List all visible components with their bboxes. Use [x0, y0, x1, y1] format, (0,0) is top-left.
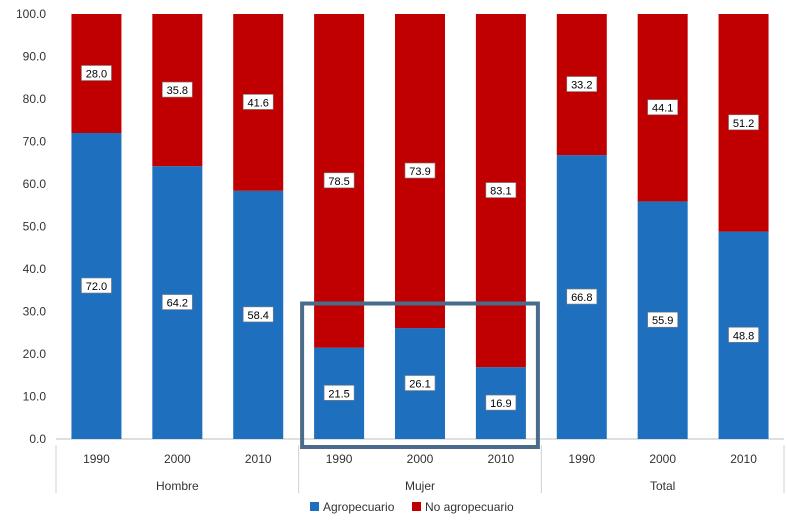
data-label-box: [323, 385, 355, 401]
data-label-no-agropecuario: 28.0: [86, 69, 107, 81]
y-tick-label: 70.0: [23, 135, 47, 149]
data-label-box: [647, 311, 678, 328]
x-tick-label: 2010: [730, 452, 757, 466]
legend-label-agropecuario: Agropecuario: [323, 500, 395, 514]
x-tick-label: 1990: [326, 452, 353, 466]
x-tick-label: 2000: [649, 452, 676, 466]
legend-label-no-agropecuario: No agropecuario: [425, 500, 514, 514]
data-label-box: [647, 99, 678, 116]
data-label-box: [162, 81, 193, 98]
y-tick-label: 80.0: [23, 92, 47, 106]
data-label-box: [162, 294, 193, 310]
y-tick-label: 0.0: [29, 432, 46, 446]
y-tick-label: 10.0: [23, 390, 47, 404]
legend-swatch-agropecuario: [310, 502, 319, 511]
group-label: Total: [650, 479, 675, 493]
y-tick-label: 30.0: [23, 305, 47, 319]
x-tick-label: 2010: [488, 452, 515, 466]
y-tick-label: 100.0: [16, 7, 46, 21]
y-tick-label: 60.0: [23, 177, 47, 191]
data-label-no-agropecuario: 41.6: [248, 97, 269, 109]
group-label: Mujer: [405, 479, 435, 493]
x-tick-label: 1990: [568, 452, 595, 466]
data-label-box: [81, 65, 112, 81]
data-label-agropecuario: 72.0: [86, 281, 107, 293]
data-label-box: [242, 306, 274, 323]
data-label-box: [485, 394, 517, 411]
data-label-box: [242, 94, 274, 110]
data-label-box: [566, 288, 598, 305]
data-label-box: [728, 326, 759, 343]
data-label-box: [485, 182, 517, 198]
data-label-agropecuario: 64.2: [167, 298, 188, 310]
x-tick-label: 2000: [407, 452, 434, 466]
data-label-agropecuario: 26.1: [409, 379, 430, 391]
data-label-agropecuario: 55.9: [652, 315, 673, 327]
y-tick-label: 40.0: [23, 262, 47, 276]
data-label-box: [404, 375, 436, 391]
legend-swatch-no-agropecuario: [412, 502, 421, 511]
data-label-no-agropecuario: 44.1: [652, 103, 673, 115]
data-label-box: [323, 172, 355, 189]
y-tick-label: 90.0: [23, 50, 47, 64]
highlight-box: [300, 301, 540, 449]
y-tick-label: 20.0: [23, 347, 47, 361]
data-label-no-agropecuario: 83.1: [490, 186, 511, 198]
data-label-agropecuario: 21.5: [328, 388, 349, 400]
x-tick-label: 2010: [245, 452, 272, 466]
x-tick-label: 1990: [83, 452, 110, 466]
data-label-agropecuario: 66.8: [571, 292, 592, 304]
data-label-box: [81, 277, 112, 294]
data-label-no-agropecuario: 78.5: [328, 176, 349, 188]
x-tick-label: 2000: [164, 452, 191, 466]
data-label-agropecuario: 58.4: [248, 310, 269, 322]
data-label-box: [728, 114, 759, 131]
data-label-no-agropecuario: 51.2: [733, 118, 754, 130]
data-label-box: [566, 76, 598, 92]
group-label: Hombre: [156, 479, 199, 493]
data-label-box: [404, 162, 436, 179]
y-tick-label: 50.0: [23, 220, 47, 234]
data-label-no-agropecuario: 33.2: [571, 80, 592, 92]
data-label-agropecuario: 16.9: [490, 398, 511, 410]
data-label-no-agropecuario: 73.9: [409, 166, 430, 178]
data-label-agropecuario: 48.8: [733, 330, 754, 342]
data-label-no-agropecuario: 35.8: [167, 85, 188, 97]
